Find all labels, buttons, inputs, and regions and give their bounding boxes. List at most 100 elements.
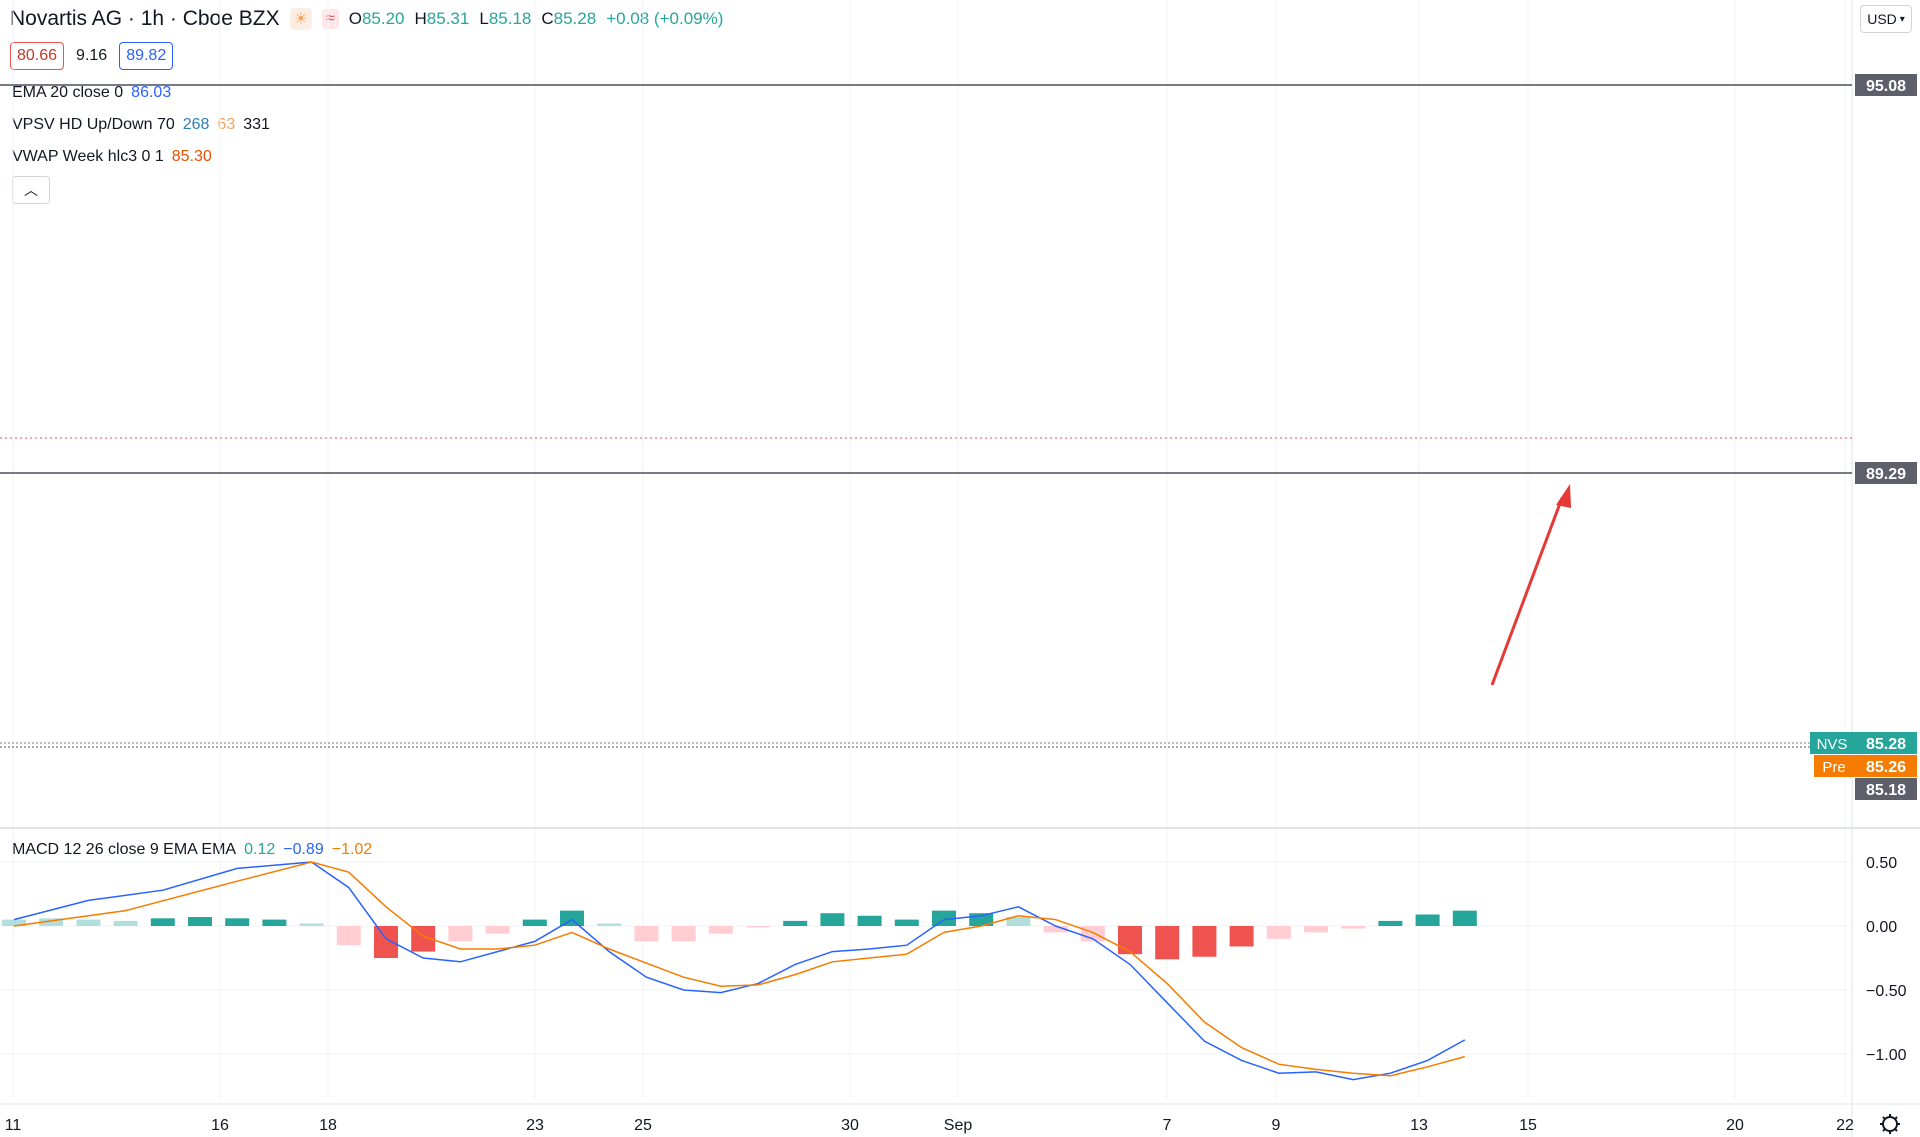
macd-hist-bar-21 xyxy=(783,920,808,926)
badge-pre-price-bg xyxy=(1855,755,1917,777)
macd-hist-bar-34 xyxy=(1266,926,1291,939)
macd-hist-bar-22 xyxy=(820,913,845,926)
open-value: 85.20 xyxy=(361,9,405,28)
chevron-up-icon: ︿ xyxy=(24,182,38,198)
ema-value: 86.03 xyxy=(131,84,172,101)
badge-low-price: 85.18 xyxy=(1866,782,1906,799)
vwap-legend[interactable]: VWAP Week hlc3 0 1 85.30 xyxy=(12,148,212,166)
macd-hist-bar-6 xyxy=(225,918,250,926)
collapse-legend-button[interactable]: ︿ xyxy=(12,176,50,204)
time-tick-8: 9 xyxy=(1272,1117,1281,1134)
buy-price-button[interactable]: 89.82 xyxy=(119,42,174,70)
spread-value: 9.16 xyxy=(76,47,108,64)
axes: 94.0093.0092.0091.0090.0089.0088.0087.00… xyxy=(5,855,1907,1134)
currency-select[interactable]: USD ▾ xyxy=(1860,5,1912,33)
wave-icon[interactable]: ≈ xyxy=(321,9,339,29)
macd-hist-bar-20 xyxy=(746,926,770,928)
low-value: 85.18 xyxy=(488,9,532,28)
low-label: L xyxy=(479,9,489,28)
ema-label: EMA 20 close 0 xyxy=(12,84,124,101)
arrow-shaft xyxy=(1490,497,1564,686)
nvs-tag-bg xyxy=(1810,732,1855,754)
vwap-value: 85.30 xyxy=(171,148,212,165)
macd-hist-bar-16 xyxy=(597,923,622,926)
macd-hist-bar-1 xyxy=(39,918,64,926)
macd-hist-bar-4 xyxy=(150,918,175,926)
ohlc-values: O85.20 H85.31 L85.18 C85.28 +0.08 (+0.09… xyxy=(349,9,724,29)
horizontal-levels xyxy=(0,84,1852,748)
close-label: C xyxy=(541,9,554,28)
chart-header: Novartis AG · 1h · Cboe BZX ☀ ≈ O85.20 H… xyxy=(10,6,723,32)
badge-top-level: 95.08 xyxy=(1866,78,1906,95)
vpsv-down: 63 xyxy=(217,116,236,133)
macd-hist-value: 0.12 xyxy=(244,841,276,858)
macd-legend[interactable]: MACD 12 26 close 9 EMA EMA 0.12 −0.89 −1… xyxy=(12,841,372,859)
macd-hist-bar-13 xyxy=(485,926,510,934)
macd-pane xyxy=(2,861,1477,1081)
macd-tick-1: 0.00 xyxy=(1866,919,1897,936)
gear-tooth-5 xyxy=(1882,1116,1886,1120)
time-tick-7: 7 xyxy=(1163,1117,1172,1134)
change-value: +0.08 (+0.09%) xyxy=(606,9,724,28)
macd-tick-2: −0.50 xyxy=(1866,983,1907,1000)
macd-line-value: −0.89 xyxy=(283,841,324,858)
open-label: O xyxy=(348,9,362,28)
close-value: 85.28 xyxy=(553,9,597,28)
time-tick-0: 11 xyxy=(5,1117,22,1134)
sun-icon[interactable]: ☀ xyxy=(289,8,312,30)
currency-label: USD xyxy=(1867,11,1897,27)
badge-top-level-bg xyxy=(1855,74,1917,96)
nvs-tag-label: NVS xyxy=(1817,736,1848,753)
pre-tag-label: Pre xyxy=(1822,759,1845,776)
time-tick-9: 13 xyxy=(1410,1117,1428,1134)
macd-hist-bar-32 xyxy=(1192,926,1217,957)
time-tick-3: 23 xyxy=(526,1117,544,1134)
ema-legend[interactable]: EMA 20 close 0 86.03 xyxy=(12,84,171,102)
time-tick-10: 15 xyxy=(1519,1117,1537,1134)
macd-hist-bar-28 xyxy=(1043,926,1068,933)
macd-hist-bar-10 xyxy=(374,926,398,958)
macd-label: MACD 12 26 close 9 EMA EMA xyxy=(12,841,237,858)
high-label: H xyxy=(414,9,427,28)
macd-hist-bar-33 xyxy=(1229,926,1254,947)
macd-hist-bar-31 xyxy=(1155,926,1180,960)
macd-hist-bar-27 xyxy=(1006,917,1031,926)
time-tick-5: 30 xyxy=(841,1117,859,1134)
settings-gear-icon[interactable] xyxy=(1880,1114,1900,1134)
badge-pre-price: 85.26 xyxy=(1866,759,1906,776)
vpsv-up: 268 xyxy=(182,116,210,133)
badge-nvs-price: 85.28 xyxy=(1866,736,1906,753)
time-tick-12: 22 xyxy=(1836,1117,1854,1134)
badge-mid-level: 89.29 xyxy=(1866,466,1906,483)
macd-hist-bar-18 xyxy=(671,926,696,942)
badge-mid-level-bg xyxy=(1855,462,1917,484)
macd-tick-3: −1.00 xyxy=(1866,1047,1907,1064)
signal-line xyxy=(13,861,1465,1077)
macd-signal-value: −1.02 xyxy=(331,841,373,858)
badge-low-price-bg xyxy=(1855,778,1917,800)
symbol-title[interactable]: Novartis AG · 1h · Cboe BZX xyxy=(10,7,280,30)
macd-tick-0: 0.50 xyxy=(1866,855,1897,872)
pre-tag-bg xyxy=(1814,755,1855,777)
macd-hist-bar-36 xyxy=(1341,926,1366,929)
time-tick-6: Sep xyxy=(944,1117,973,1134)
macd-hist-bar-5 xyxy=(188,917,212,926)
vpsv-label: VPSV HD Up/Down 70 xyxy=(12,116,175,133)
chevron-down-icon: ▾ xyxy=(1899,13,1905,25)
macd-hist-bar-37 xyxy=(1378,920,1403,926)
arrow-head xyxy=(1556,484,1571,508)
price-boxes: 80.66 9.16 89.82 xyxy=(10,42,174,70)
macd-hist-bar-25 xyxy=(932,910,956,926)
forecast-arrow[interactable] xyxy=(1490,484,1571,686)
gear-tooth-3 xyxy=(1882,1128,1886,1132)
gear-ring xyxy=(1882,1116,1898,1132)
vpsv-legend[interactable]: VPSV HD Up/Down 70 268 63 331 xyxy=(12,116,270,134)
sell-price-button[interactable]: 80.66 xyxy=(10,42,65,70)
time-tick-4: 25 xyxy=(634,1117,652,1134)
vpsv-total: 331 xyxy=(243,116,270,133)
macd-hist-bar-30 xyxy=(1118,926,1142,955)
price-badges: 95.08 89.29 85.28 85.26 85.18 NVS Pre xyxy=(1810,74,1917,800)
vwap-label: VWAP Week hlc3 0 1 xyxy=(12,148,164,165)
